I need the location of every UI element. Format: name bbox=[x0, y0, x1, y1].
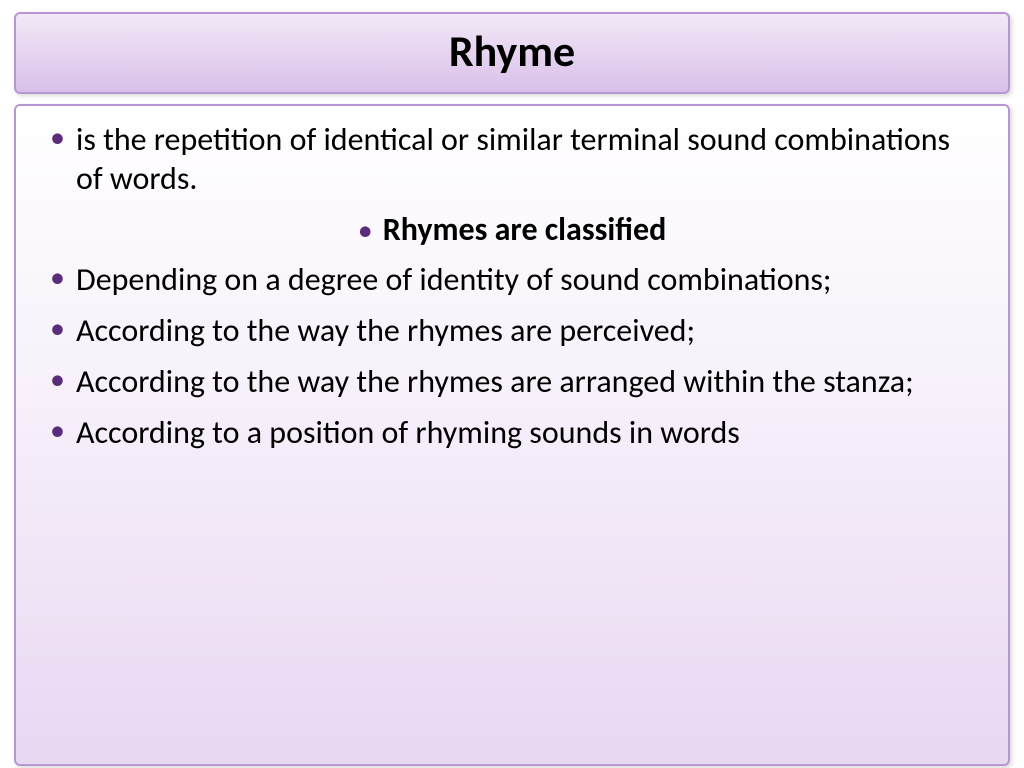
bullet-item: According to a position of rhyming sound… bbox=[44, 413, 980, 452]
bullet-item: According to the way the rhymes are perc… bbox=[44, 311, 980, 350]
bullet-item: is the repetition of identical or simila… bbox=[44, 120, 980, 198]
bullet-item-heading: Rhymes are classified bbox=[44, 210, 980, 250]
bullet-list: is the repetition of identical or simila… bbox=[44, 120, 980, 452]
bullet-item: According to the way the rhymes are arra… bbox=[44, 362, 980, 401]
content-panel: is the repetition of identical or simila… bbox=[14, 104, 1010, 766]
bullet-item: Depending on a degree of identity of sou… bbox=[44, 260, 980, 299]
slide-title: Rhyme bbox=[16, 24, 1008, 78]
title-panel: Rhyme bbox=[14, 12, 1010, 94]
